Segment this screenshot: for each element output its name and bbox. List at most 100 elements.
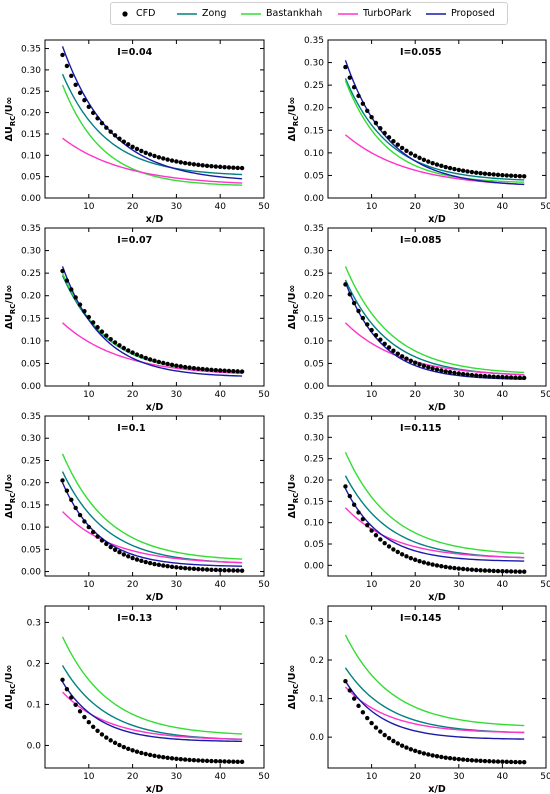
cfd-point bbox=[134, 146, 140, 152]
cfd-point bbox=[82, 714, 87, 720]
cfd-point bbox=[487, 171, 492, 177]
cfd-point bbox=[143, 150, 148, 155]
x-tick-label: 20 bbox=[127, 580, 139, 590]
x-tick-label: 30 bbox=[171, 390, 183, 400]
series-line-proposed bbox=[61, 266, 243, 377]
y-tick-label: 0.10 bbox=[21, 523, 41, 533]
cfd-point bbox=[200, 163, 205, 168]
x-axis-label: x/D bbox=[428, 784, 446, 794]
x-axis-label: x/D bbox=[146, 402, 164, 413]
cfd-point bbox=[386, 345, 392, 350]
cfd-point bbox=[130, 555, 135, 561]
cfd-point bbox=[343, 484, 348, 489]
cfd-point bbox=[408, 555, 414, 561]
cfd-point bbox=[360, 101, 366, 106]
cfd-point bbox=[235, 165, 240, 171]
cfd-point bbox=[465, 372, 470, 377]
y-tick-label: 0.25 bbox=[21, 456, 41, 466]
cfd-point bbox=[365, 522, 370, 528]
y-tick-label: 0.2 bbox=[27, 659, 41, 669]
y-axis-label: ΔURC/U∞ bbox=[4, 474, 17, 519]
cfd-point bbox=[430, 562, 435, 567]
cfd-point bbox=[487, 759, 492, 764]
y-tick-label: 0.1 bbox=[27, 700, 41, 710]
cfd-point bbox=[95, 728, 100, 734]
cfd-point bbox=[187, 566, 192, 571]
y-tick-label: 0.15 bbox=[304, 314, 324, 324]
cfd-point bbox=[399, 145, 405, 151]
cfd-point bbox=[60, 52, 65, 58]
x-tick-label: 30 bbox=[171, 202, 183, 212]
series-line-zong bbox=[61, 471, 243, 564]
cfd-point bbox=[239, 165, 245, 171]
cfd-point bbox=[404, 745, 409, 750]
cfd-point bbox=[399, 552, 405, 557]
cfd-point bbox=[447, 756, 453, 761]
cfd-points bbox=[343, 679, 527, 765]
cfd-point bbox=[130, 144, 135, 149]
cfd-point bbox=[360, 315, 366, 321]
series-line-turbopark bbox=[62, 511, 243, 564]
series-line-zong bbox=[344, 279, 525, 376]
cfd-point bbox=[452, 370, 457, 376]
cfd-point bbox=[360, 516, 366, 522]
cfd-point bbox=[143, 559, 148, 565]
cfd-point bbox=[404, 356, 409, 361]
cfd-point bbox=[77, 302, 83, 307]
cfd-point bbox=[373, 725, 379, 730]
cfd-point bbox=[482, 758, 488, 764]
cfd-point bbox=[373, 332, 379, 338]
cfd-point bbox=[443, 164, 448, 170]
cfd-point bbox=[90, 724, 96, 729]
cfd-point bbox=[226, 759, 232, 764]
cfd-point bbox=[426, 752, 431, 757]
cfd-point bbox=[90, 110, 96, 116]
cfd-point bbox=[522, 569, 527, 574]
legend-swatch-proposed bbox=[426, 12, 446, 15]
cfd-point bbox=[421, 157, 427, 163]
y-tick-label: 0.25 bbox=[304, 455, 324, 465]
cfd-point bbox=[447, 565, 453, 570]
y-tick-label: 0.25 bbox=[304, 269, 324, 279]
cfd-point bbox=[239, 568, 245, 573]
cfd-point bbox=[382, 341, 387, 347]
cfd-point bbox=[178, 757, 183, 762]
cfd-point bbox=[231, 368, 236, 374]
cfd-point bbox=[456, 757, 461, 762]
cfd-point bbox=[447, 369, 453, 375]
cfd-point bbox=[378, 729, 383, 734]
cfd-point bbox=[421, 751, 427, 756]
x-tick-label: 30 bbox=[453, 772, 465, 782]
y-tick-label: 0.35 bbox=[21, 45, 41, 55]
cfd-point bbox=[495, 374, 501, 380]
cfd-point bbox=[90, 320, 96, 325]
cfd-point bbox=[99, 732, 105, 737]
cfd-point bbox=[213, 567, 219, 573]
cfd-point bbox=[218, 567, 223, 573]
cfd-point bbox=[386, 544, 392, 549]
cfd-point bbox=[60, 677, 65, 683]
panel-title: I=0.055 bbox=[400, 47, 442, 58]
cfd-point bbox=[452, 756, 457, 761]
y-tick-label: 0.00 bbox=[304, 561, 324, 571]
cfd-points bbox=[343, 64, 527, 179]
legend-label-bastankhah: Bastankhah bbox=[266, 8, 323, 19]
series-line-turbopark bbox=[344, 686, 525, 734]
y-tick-label: 0.20 bbox=[304, 104, 324, 114]
cfd-point bbox=[112, 133, 118, 138]
cfd-point bbox=[430, 160, 435, 166]
cfd-point bbox=[447, 165, 453, 171]
cfd-point bbox=[430, 366, 435, 371]
cfd-point bbox=[143, 355, 148, 361]
cfd-point bbox=[165, 755, 170, 761]
x-tick-label: 40 bbox=[497, 772, 509, 782]
x-tick-label: 20 bbox=[409, 202, 421, 212]
y-tick-label: 0.1 bbox=[310, 695, 324, 705]
plot-frame bbox=[44, 227, 265, 387]
panel-5: 10 20 30 40 50 0.00 0.05 0.10 0.15 0.20 0.25 0.30 0.… bbox=[4, 412, 270, 603]
y-axis-label: ΔURC/U∞ bbox=[287, 97, 300, 142]
cfd-point bbox=[222, 368, 227, 373]
y-tick-label: 0.35 bbox=[304, 36, 324, 46]
cfd-point bbox=[495, 759, 501, 764]
